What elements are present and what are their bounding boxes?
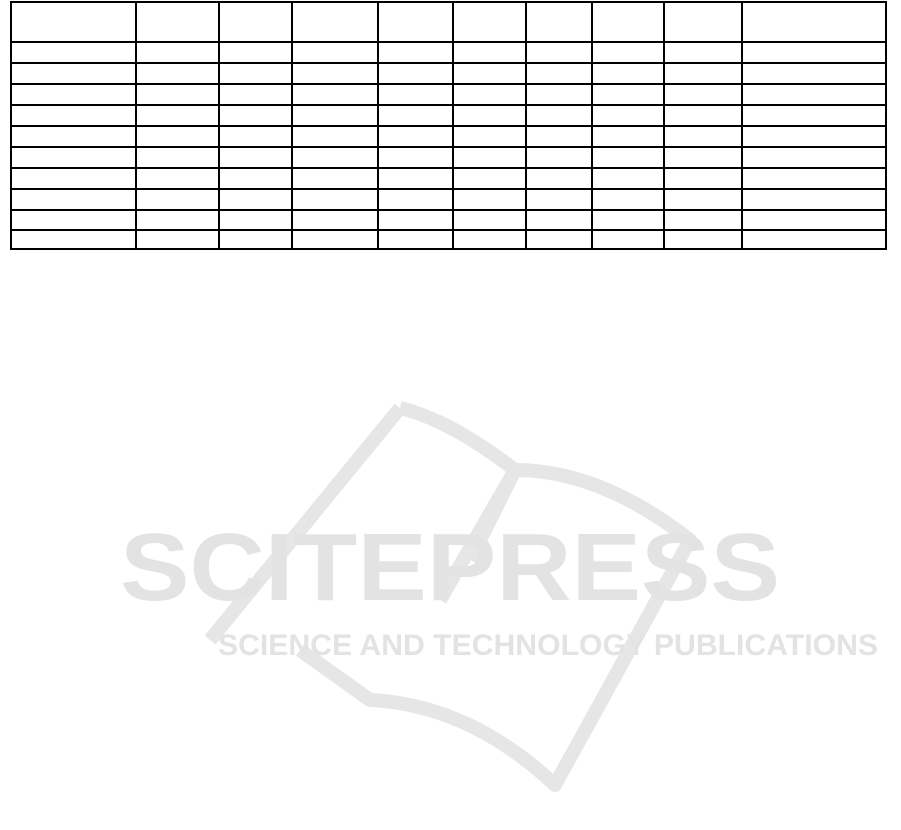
table-row (10, 41, 887, 64)
table-cell (10, 1, 137, 43)
table-cell (741, 229, 887, 250)
table-row (10, 83, 887, 106)
table-row (10, 146, 887, 169)
table-cell (591, 1, 665, 43)
open-book-icon (204, 401, 697, 792)
watermark-subtitle: SCIENCE AND TECHNOLOGY PUBLICATIONS (218, 629, 878, 662)
table-row (10, 104, 887, 127)
data-table (10, 1, 887, 250)
table-row (10, 188, 887, 211)
table-row (10, 125, 887, 148)
table-header-row (10, 1, 887, 43)
table-cell (452, 1, 527, 43)
table-row (10, 229, 887, 250)
watermark-title: SCITEPRESS (120, 514, 780, 621)
table-cell (741, 1, 887, 43)
table-row (10, 209, 887, 231)
